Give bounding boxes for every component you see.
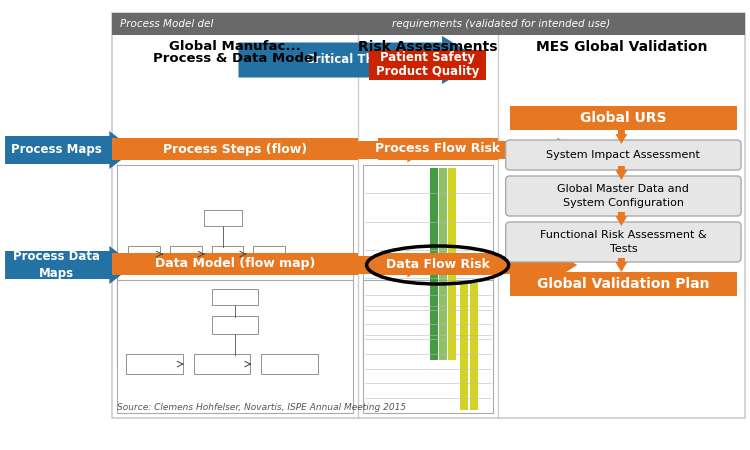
FancyBboxPatch shape — [112, 253, 358, 275]
FancyBboxPatch shape — [204, 210, 242, 226]
FancyArrow shape — [358, 138, 428, 162]
Bar — [460, 283, 468, 410]
Text: Risk Assessments: Risk Assessments — [358, 40, 497, 54]
Text: Source: Clemens Hohfelser, Novartis, ISPE Annual Meeting 2015: Source: Clemens Hohfelser, Novartis, ISP… — [117, 403, 406, 412]
FancyArrow shape — [5, 246, 134, 284]
FancyBboxPatch shape — [126, 354, 183, 374]
FancyBboxPatch shape — [377, 253, 498, 275]
Text: Data Flow Risk: Data Flow Risk — [386, 257, 490, 270]
FancyBboxPatch shape — [117, 280, 352, 413]
Text: Patient Safety: Patient Safety — [380, 51, 476, 64]
FancyBboxPatch shape — [506, 176, 741, 216]
Bar — [440, 168, 447, 360]
FancyBboxPatch shape — [112, 13, 745, 418]
Text: Critical Thinking: Critical Thinking — [306, 54, 415, 67]
FancyArrow shape — [616, 130, 627, 144]
FancyBboxPatch shape — [211, 246, 244, 262]
FancyArrow shape — [238, 36, 482, 84]
FancyBboxPatch shape — [363, 280, 493, 413]
FancyBboxPatch shape — [117, 165, 352, 363]
FancyBboxPatch shape — [369, 50, 486, 80]
Text: Global URS: Global URS — [580, 111, 667, 125]
Bar — [448, 168, 456, 360]
FancyBboxPatch shape — [377, 138, 498, 160]
FancyArrow shape — [616, 258, 627, 272]
FancyArrow shape — [498, 252, 578, 278]
Text: MES Global Validation: MES Global Validation — [536, 40, 707, 54]
Text: requirements (validated for intended use): requirements (validated for intended use… — [392, 19, 610, 29]
Text: Global Master Data and
System Configuration: Global Master Data and System Configurat… — [557, 184, 689, 207]
FancyBboxPatch shape — [506, 222, 741, 262]
Text: System Impact Assessment: System Impact Assessment — [547, 150, 700, 160]
Text: Global Manufac...: Global Manufac... — [170, 40, 301, 54]
Text: Global Validation Plan: Global Validation Plan — [537, 277, 710, 291]
FancyBboxPatch shape — [261, 354, 318, 374]
FancyBboxPatch shape — [254, 246, 285, 262]
FancyBboxPatch shape — [363, 165, 493, 363]
Bar — [430, 168, 438, 360]
FancyBboxPatch shape — [194, 354, 250, 374]
Text: Process Model del: Process Model del — [120, 19, 214, 29]
Bar — [470, 283, 478, 410]
FancyArrow shape — [616, 166, 627, 180]
Text: Process Flow Risk: Process Flow Risk — [375, 143, 500, 156]
FancyBboxPatch shape — [112, 138, 358, 160]
FancyBboxPatch shape — [506, 140, 741, 170]
FancyBboxPatch shape — [128, 246, 160, 262]
Text: Process Maps: Process Maps — [11, 144, 102, 157]
Text: Process Steps (flow): Process Steps (flow) — [163, 143, 307, 156]
Text: Process & Data Model: Process & Data Model — [153, 51, 317, 64]
FancyArrow shape — [358, 252, 428, 278]
FancyBboxPatch shape — [510, 272, 737, 296]
FancyBboxPatch shape — [212, 316, 258, 334]
FancyBboxPatch shape — [112, 13, 745, 35]
FancyArrow shape — [616, 212, 627, 226]
FancyBboxPatch shape — [510, 106, 737, 130]
FancyBboxPatch shape — [170, 246, 202, 262]
FancyBboxPatch shape — [212, 289, 258, 305]
Text: Data Model (flow map): Data Model (flow map) — [154, 257, 315, 270]
FancyArrow shape — [498, 138, 578, 162]
Text: Functional Risk Assessment &
Tests: Functional Risk Assessment & Tests — [540, 230, 706, 254]
Text: Process Data
Maps: Process Data Maps — [13, 251, 100, 279]
Text: Product Quality: Product Quality — [376, 66, 479, 78]
FancyArrow shape — [5, 131, 134, 169]
